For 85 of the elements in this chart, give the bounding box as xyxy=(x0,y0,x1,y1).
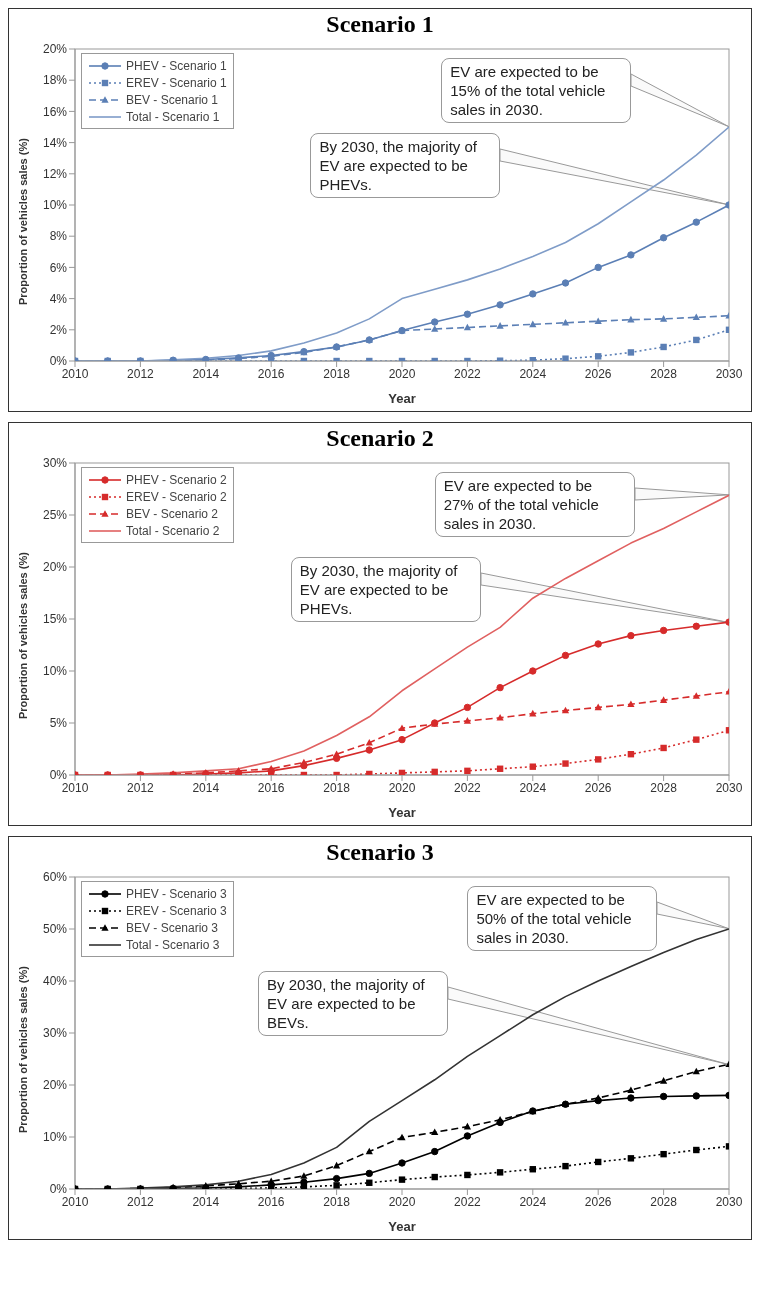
y-tick-label: 25% xyxy=(42,508,68,523)
x-tick-label: 2018 xyxy=(323,366,351,381)
y-tick-label: 0% xyxy=(49,1182,68,1197)
annotation: By 2030, the majority of EV are expected to be PHEVs. xyxy=(290,556,481,622)
x-tick-label: 2012 xyxy=(127,366,155,381)
x-tick-label: 2022 xyxy=(454,780,482,795)
x-tick-label: 2026 xyxy=(584,780,612,795)
y-tick-label: 30% xyxy=(42,456,68,471)
legend-label: PHEV - Scenario 3 xyxy=(126,886,227,901)
y-tick-label: 6% xyxy=(49,260,68,275)
y-tick-label: 40% xyxy=(42,974,68,989)
legend-label: Total - Scenario 1 xyxy=(126,109,220,124)
y-tick-label: 14% xyxy=(42,135,68,150)
x-tick-label: 2010 xyxy=(61,366,89,381)
y-tick-label: 15% xyxy=(42,612,68,627)
y-axis-title: Proportion of vehicles sales (%) xyxy=(16,551,29,719)
y-tick-label: 5% xyxy=(49,716,68,731)
y-tick-label: 10% xyxy=(42,664,68,679)
x-tick-label: 2020 xyxy=(388,780,416,795)
legend-label: PHEV - Scenario 1 xyxy=(126,58,227,73)
x-tick-label: 2012 xyxy=(127,780,155,795)
x-tick-label: 2010 xyxy=(61,780,89,795)
y-tick-label: 8% xyxy=(49,229,68,244)
x-tick-label: 2012 xyxy=(127,1194,155,1209)
chart-title: Scenario 2 xyxy=(325,424,435,453)
legend-label: EREV - Scenario 2 xyxy=(126,489,227,504)
x-tick-label: 2024 xyxy=(519,780,547,795)
x-tick-label: 2024 xyxy=(519,366,547,381)
legend-label: BEV - Scenario 1 xyxy=(126,92,219,107)
annotation: By 2030, the majority of EV are expected to be BEVs. xyxy=(258,970,449,1036)
x-tick-label: 2018 xyxy=(323,1194,351,1209)
y-tick-label: 20% xyxy=(42,1078,68,1093)
annotation: By 2030, the majority of EV are expected to be PHEVs. xyxy=(310,133,501,199)
annotation: EV are expected to be 27% of the total vehicle sales in 2030. xyxy=(434,472,635,538)
y-tick-label: 18% xyxy=(42,73,68,88)
x-tick-label: 2016 xyxy=(257,366,285,381)
y-axis-title: Proportion of vehicles sales (%) xyxy=(16,965,29,1133)
y-axis-title: Proportion of vehicles sales (%) xyxy=(16,137,29,305)
x-tick-label: 2014 xyxy=(192,780,220,795)
annotation: EV are expected to be 15% of the total vehicle sales in 2030. xyxy=(441,58,632,124)
legend-label: Total - Scenario 2 xyxy=(126,523,220,538)
x-tick-label: 2014 xyxy=(192,366,220,381)
x-tick-label: 2022 xyxy=(454,1194,482,1209)
annotation: EV are expected to be 50% of the total vehicle sales in 2030. xyxy=(467,886,658,952)
legend-label: BEV - Scenario 3 xyxy=(126,920,219,935)
y-tick-label: 10% xyxy=(42,198,68,213)
y-tick-label: 20% xyxy=(42,560,68,575)
legend-label: BEV - Scenario 2 xyxy=(126,506,219,521)
x-tick-label: 2028 xyxy=(650,1194,678,1209)
x-axis-title: Year xyxy=(388,391,416,406)
y-tick-label: 50% xyxy=(42,922,68,937)
x-tick-label: 2022 xyxy=(454,366,482,381)
chart-title: Scenario 3 xyxy=(325,838,435,867)
x-tick-label: 2010 xyxy=(61,1194,89,1209)
x-axis-title: Year xyxy=(388,805,416,820)
x-tick-label: 2028 xyxy=(650,780,678,795)
y-tick-label: 4% xyxy=(49,291,68,306)
y-tick-label: 60% xyxy=(42,870,68,885)
y-tick-label: 30% xyxy=(42,1026,68,1041)
x-tick-label: 2024 xyxy=(519,1194,547,1209)
y-tick-label: 0% xyxy=(49,768,68,783)
legend-label: EREV - Scenario 1 xyxy=(126,75,227,90)
x-tick-label: 2030 xyxy=(715,1194,743,1209)
x-tick-label: 2020 xyxy=(388,366,416,381)
x-axis-title: Year xyxy=(388,1219,416,1234)
x-tick-label: 2014 xyxy=(192,1194,220,1209)
x-tick-label: 2030 xyxy=(715,780,743,795)
x-tick-label: 2028 xyxy=(650,366,678,381)
y-tick-label: 10% xyxy=(42,1130,68,1145)
legend-label: PHEV - Scenario 2 xyxy=(126,472,227,487)
x-tick-label: 2030 xyxy=(715,366,743,381)
x-tick-label: 2016 xyxy=(257,1194,285,1209)
chart-title: Scenario 1 xyxy=(325,10,435,39)
x-tick-label: 2018 xyxy=(323,780,351,795)
legend-label: EREV - Scenario 3 xyxy=(126,903,227,918)
x-tick-label: 2020 xyxy=(388,1194,416,1209)
x-tick-label: 2016 xyxy=(257,780,285,795)
y-tick-label: 16% xyxy=(42,104,68,119)
y-tick-label: 2% xyxy=(49,323,68,338)
y-tick-label: 20% xyxy=(42,42,68,57)
x-tick-label: 2026 xyxy=(584,1194,612,1209)
y-tick-label: 0% xyxy=(49,354,68,369)
y-tick-label: 12% xyxy=(42,167,68,182)
x-tick-label: 2026 xyxy=(584,366,612,381)
legend-label: Total - Scenario 3 xyxy=(126,937,220,952)
